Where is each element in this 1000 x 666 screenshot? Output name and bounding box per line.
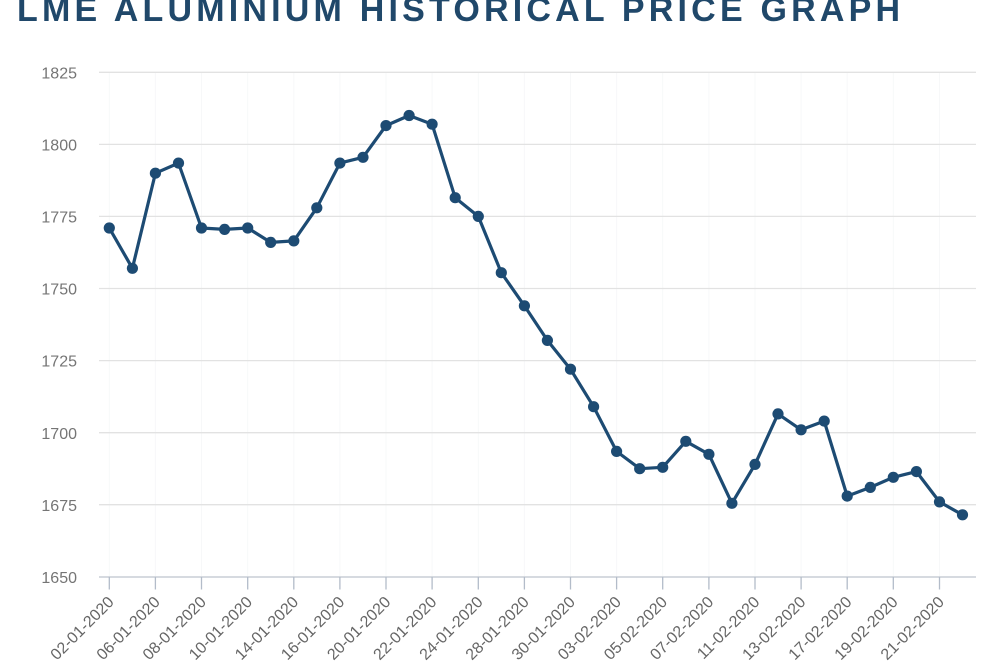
svg-text:1750: 1750 xyxy=(41,282,77,299)
svg-text:1825: 1825 xyxy=(41,65,77,82)
svg-text:1775: 1775 xyxy=(41,210,77,227)
svg-text:1650: 1650 xyxy=(41,570,77,587)
svg-text:1675: 1675 xyxy=(41,498,77,515)
svg-text:1725: 1725 xyxy=(41,354,77,371)
svg-text:1700: 1700 xyxy=(41,426,77,443)
svg-text:1800: 1800 xyxy=(41,138,77,155)
